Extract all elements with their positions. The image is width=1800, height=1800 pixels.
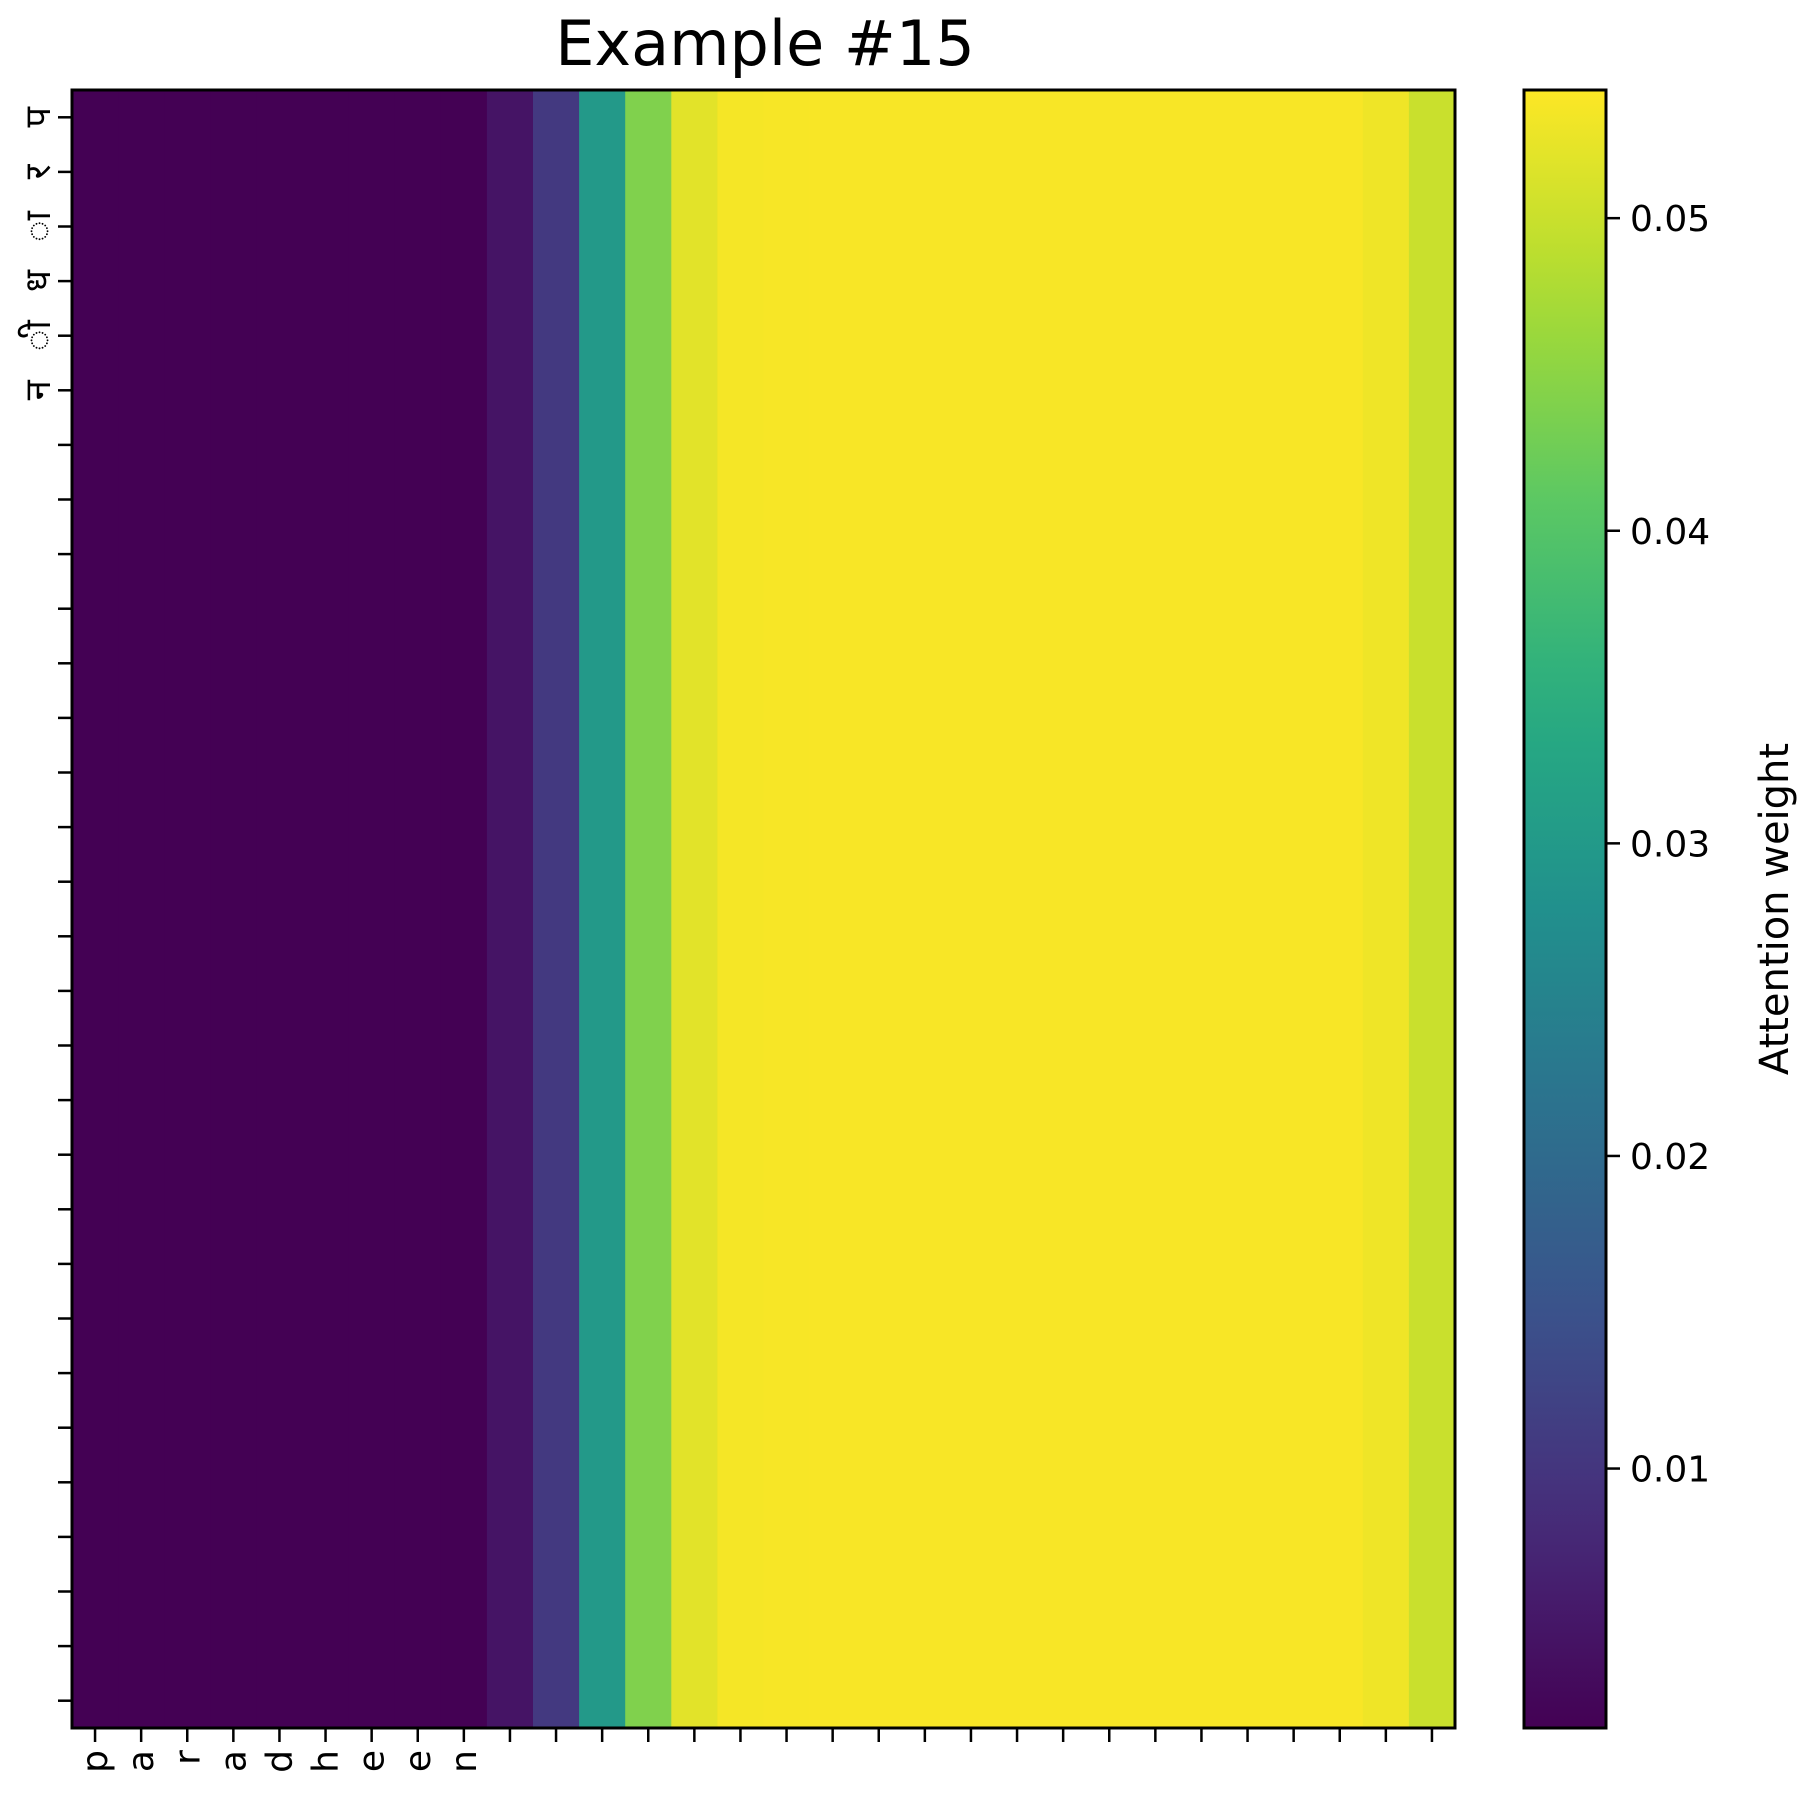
heatmap-column-7 [348,90,396,1728]
colorbar-tick-label: 0.01 [1630,1450,1710,1491]
heatmap-column-24 [1132,90,1179,1728]
colorbar-tick-label: 0.05 [1630,199,1710,240]
colorbar-tick-label: 0.04 [1630,512,1710,553]
heatmap-column-28 [1316,90,1364,1728]
y-tick-label: ध [18,269,59,292]
x-tick-label: a [121,1750,162,1772]
heatmap-column-23 [1086,90,1133,1728]
y-axis: प रा धी न [17,107,72,1702]
heatmap-column-13 [625,90,672,1728]
x-tick-label: n [444,1750,485,1773]
heatmap-column-12 [579,90,626,1728]
heatmap-column-6 [302,90,350,1728]
colorbar-tick-label: 0.02 [1630,1137,1710,1178]
y-tick-label: प [18,107,59,128]
colorbar [1522,88,1608,1730]
heatmap-column-9 [440,90,488,1728]
heatmap-column-30 [1408,90,1456,1728]
heatmap-column-16 [763,90,811,1728]
colorbar-axis: 0.01 0.02 0.03 0.04 0.05 [1606,199,1710,1491]
heatmap-column-21 [994,90,1041,1728]
y-tick-label: ी [17,320,59,351]
heatmap-column-17 [809,90,857,1728]
heatmap-column-20 [947,90,995,1728]
y-tick-label: र [18,163,59,179]
heatmap-frame [70,88,1457,1730]
heatmap-column-26 [1224,90,1272,1728]
heatmap-column-19 [901,90,949,1728]
heatmap-column-1 [72,90,119,1728]
heatmap-cells [72,90,1456,1728]
heatmap-column-22 [1040,90,1087,1728]
colorbar-label: Attention weight [1752,743,1798,1075]
heatmap-column-8 [394,90,442,1728]
heatmap-column-4 [210,90,257,1728]
heatmap-column-25 [1178,90,1226,1728]
x-tick-label: h [306,1750,347,1773]
x-tick-label: a [213,1750,254,1772]
heatmap-column-15 [717,90,765,1728]
x-tick-label: d [259,1750,300,1773]
y-tick-label: ा [18,210,59,241]
chart-title: Example #15 [555,7,975,80]
heatmap-column-11 [533,90,580,1728]
heatmap-column-27 [1270,90,1318,1728]
heatmap-column-29 [1362,90,1410,1728]
x-tick-label: e [352,1750,393,1772]
heatmap-column-2 [118,90,165,1728]
heatmap-column-5 [256,90,304,1728]
x-tick-label: e [398,1750,439,1772]
heatmap-column-18 [855,90,903,1728]
heatmap-column-10 [486,90,534,1728]
heatmap-column-3 [164,90,211,1728]
x-tick-label: r [167,1750,208,1765]
x-tick-label: p [75,1750,116,1773]
y-tick-label: न [18,379,59,400]
colorbar-tick-label: 0.03 [1630,824,1710,865]
heatmap-column-14 [671,90,718,1728]
